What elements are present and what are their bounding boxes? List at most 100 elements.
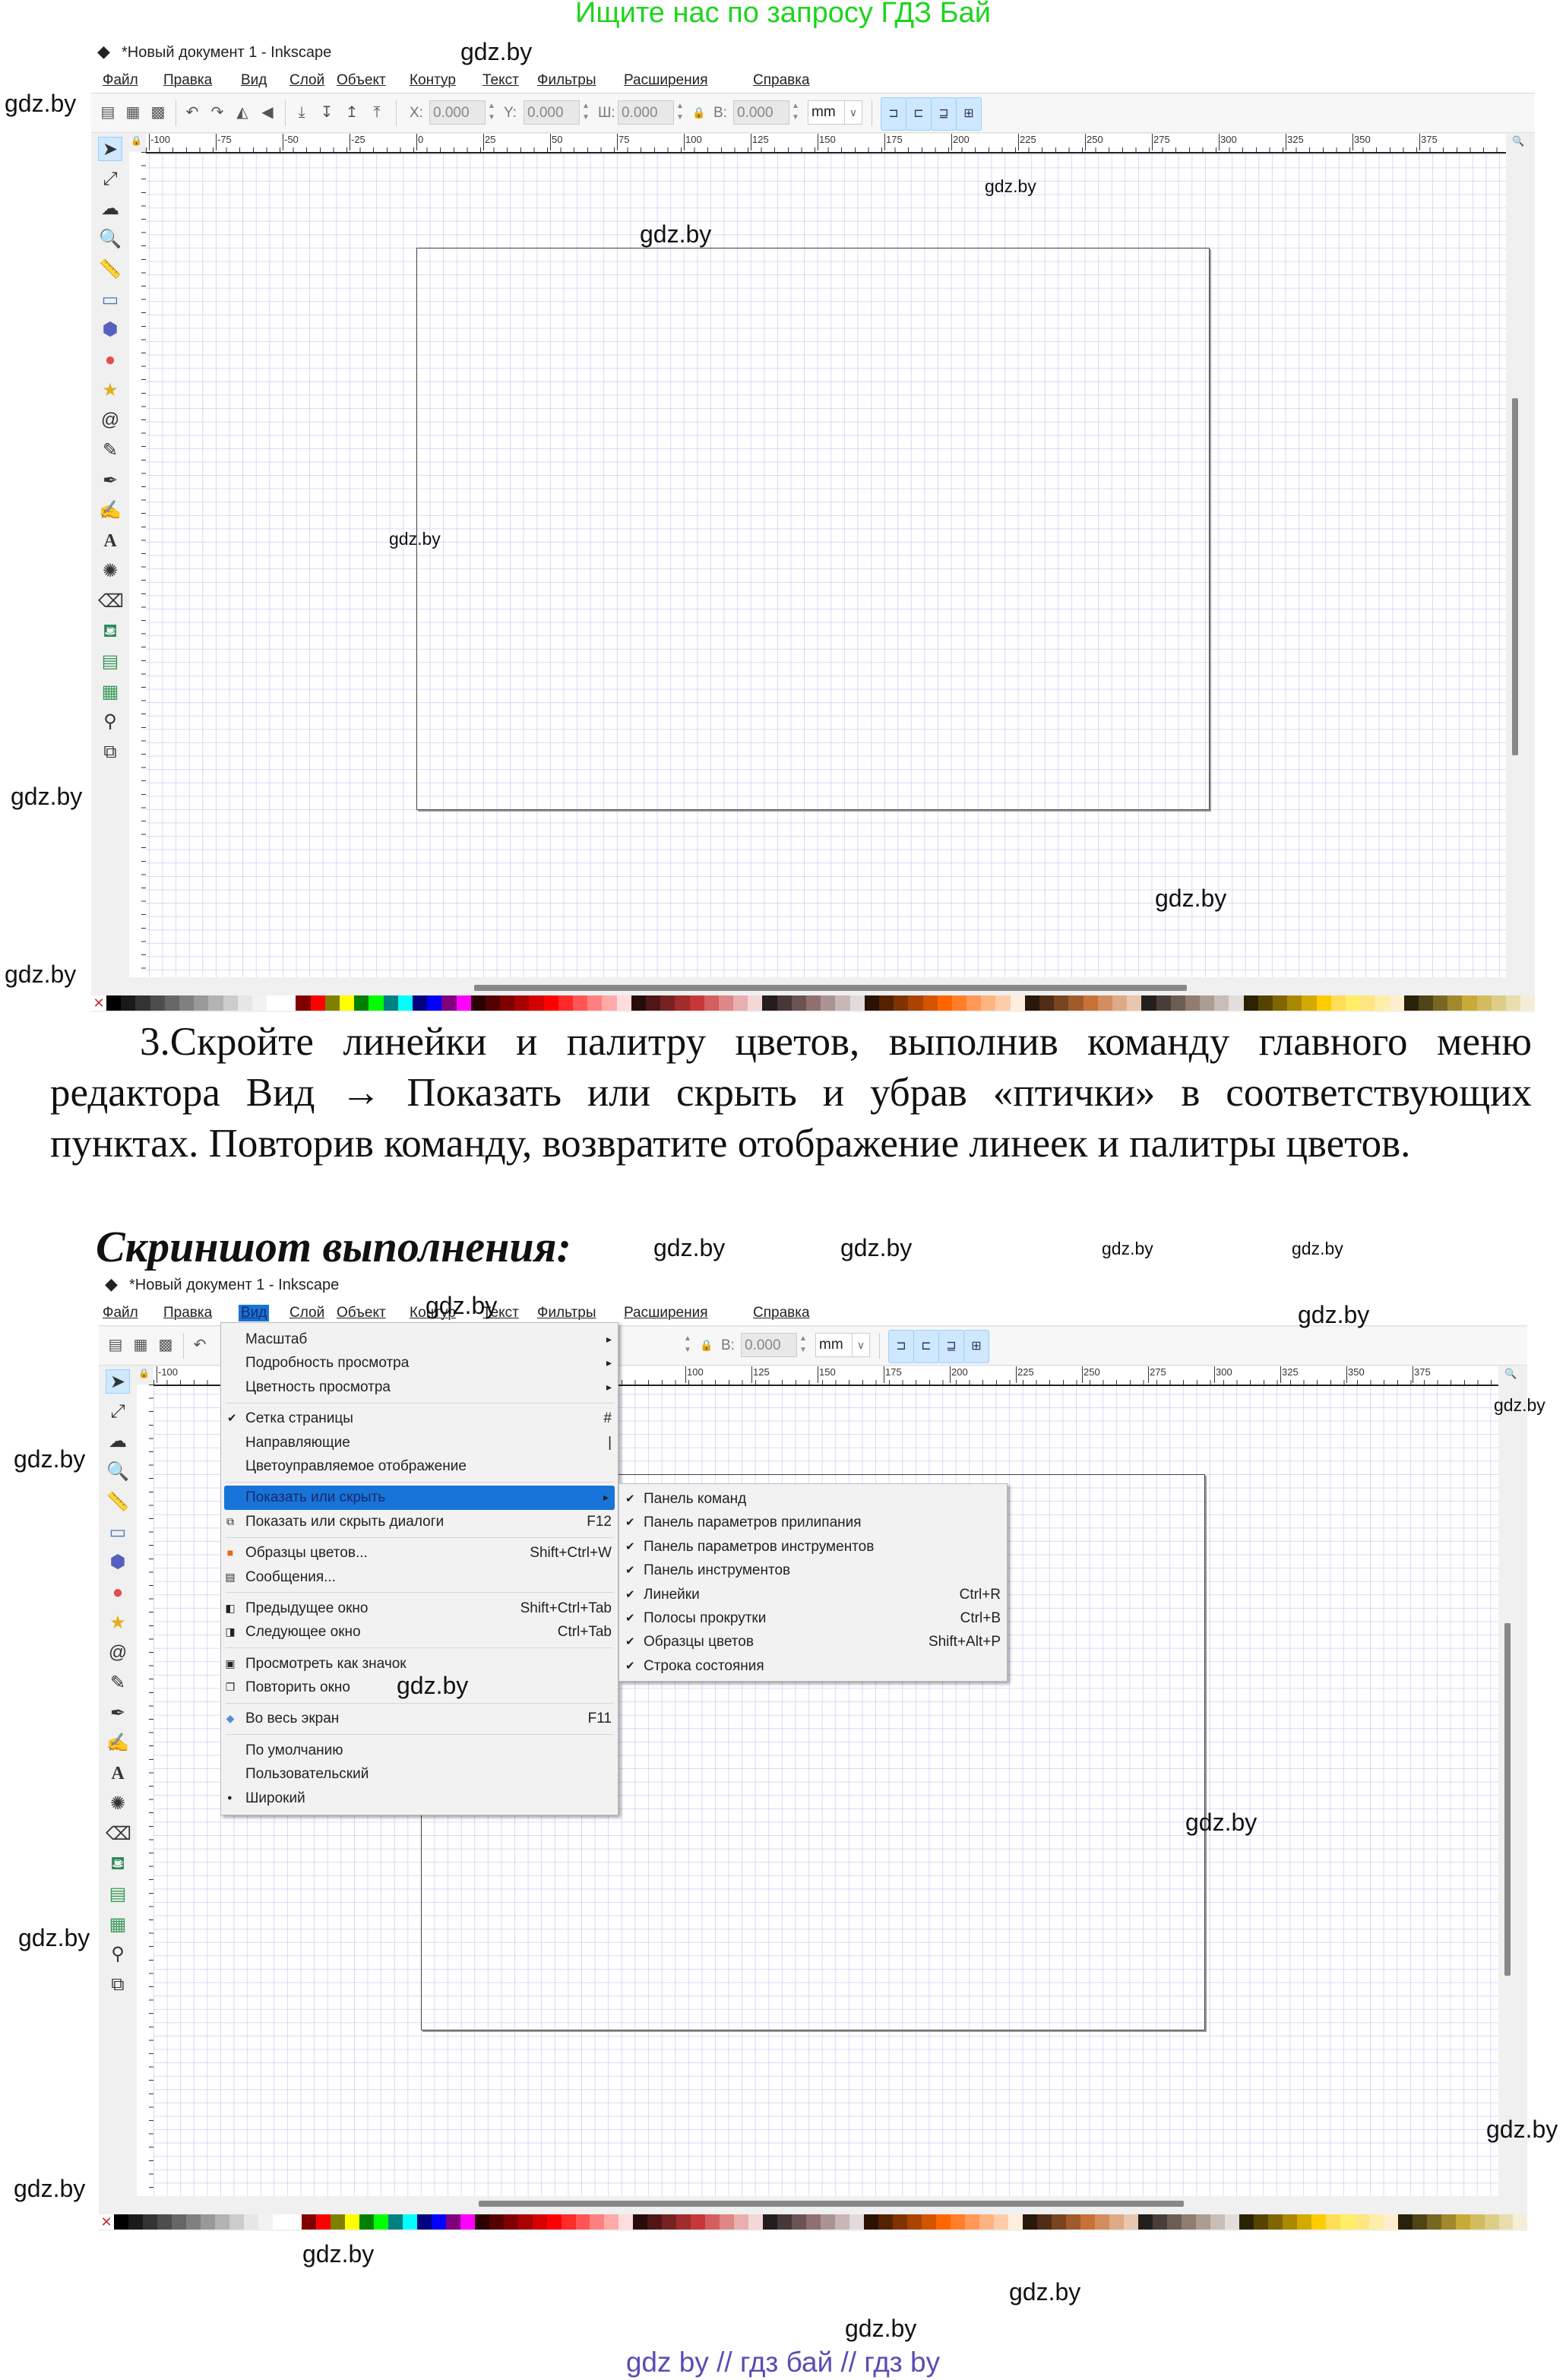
color-swatch[interactable]: [474, 2214, 489, 2230]
w-input[interactable]: 0.000: [618, 100, 674, 125]
color-swatch[interactable]: [821, 2214, 836, 2230]
color-swatch[interactable]: [441, 995, 457, 1011]
color-swatch[interactable]: [445, 2214, 460, 2230]
color-swatch[interactable]: [286, 2214, 302, 2230]
menu-6[interactable]: Контур: [410, 72, 456, 88]
tweak-tool-icon[interactable]: ☁: [109, 1431, 127, 1452]
select-all-layers-icon[interactable]: ▦: [133, 1337, 148, 1353]
select-all-layers-icon[interactable]: ▦: [125, 104, 141, 121]
color-swatch[interactable]: [150, 995, 165, 1011]
color-swatch[interactable]: [1065, 2214, 1080, 2230]
menu-item[interactable]: Подробность просмотра ▸: [221, 1351, 618, 1375]
no-color-swatch[interactable]: ✕: [91, 995, 106, 1011]
color-swatch[interactable]: [587, 995, 603, 1011]
color-swatch[interactable]: [1008, 2214, 1023, 2230]
w-spinner[interactable]: ▲ ▼: [676, 102, 684, 122]
rotate-ccw-icon[interactable]: ↶: [185, 104, 199, 121]
color-swatch[interactable]: [1195, 2214, 1210, 2230]
snap-nodes-icon[interactable]: ⊏: [906, 97, 932, 131]
color-swatch[interactable]: [1023, 2214, 1037, 2230]
color-swatch[interactable]: [979, 2214, 995, 2230]
h-input[interactable]: 0.000: [733, 100, 789, 125]
color-swatch[interactable]: [806, 2214, 821, 2230]
measure-tool-icon[interactable]: 📏: [106, 1491, 129, 1512]
color-swatch[interactable]: [296, 995, 311, 1011]
menu-3[interactable]: Вид: [241, 72, 267, 88]
color-swatch[interactable]: [229, 2214, 244, 2230]
color-swatch[interactable]: [1433, 995, 1448, 1011]
pencil-tool-icon[interactable]: ✎: [102, 440, 119, 460]
color-swatch[interactable]: [1412, 2214, 1427, 2230]
color-swatch[interactable]: [937, 995, 952, 1011]
zoom-tool-icon[interactable]: 🔍: [99, 229, 122, 250]
color-swatch[interactable]: [821, 995, 836, 1011]
color-swatch[interactable]: [1330, 995, 1346, 1011]
color-swatch[interactable]: [427, 995, 442, 1011]
spray-tool-icon[interactable]: ✺: [109, 1793, 126, 1814]
color-swatch[interactable]: [1137, 2214, 1153, 2230]
submenu-item[interactable]: ✔ Панель команд: [619, 1487, 1007, 1511]
ruler-lock-icon[interactable]: 🔒: [131, 135, 142, 146]
color-swatch[interactable]: [397, 995, 413, 1011]
color-swatch[interactable]: [590, 2214, 605, 2230]
color-swatch[interactable]: [1253, 2214, 1268, 2230]
color-swatch[interactable]: [689, 995, 704, 1011]
submenu-item[interactable]: ✔ Образцы цветов Shift+Alt+P: [619, 1630, 1007, 1654]
color-swatch[interactable]: [734, 2214, 749, 2230]
color-swatch[interactable]: [1455, 2214, 1470, 2230]
color-swatch[interactable]: [1520, 995, 1535, 1011]
color-swatch[interactable]: [514, 995, 530, 1011]
color-swatch[interactable]: [675, 995, 690, 1011]
color-swatch[interactable]: [200, 2214, 215, 2230]
eraser-tool-icon[interactable]: ⌫: [106, 1823, 131, 1844]
color-swatch[interactable]: [1325, 2214, 1340, 2230]
menu-2[interactable]: Правка: [163, 72, 213, 88]
color-swatch[interactable]: [777, 995, 792, 1011]
color-swatch[interactable]: [1513, 2214, 1527, 2230]
color-swatch[interactable]: [878, 995, 894, 1011]
color-swatch[interactable]: [995, 995, 1011, 1011]
color-swatch[interactable]: [485, 995, 501, 1011]
left-ruler[interactable]: [137, 1385, 155, 2196]
color-swatch[interactable]: [748, 2214, 764, 2230]
color-swatch[interactable]: [835, 995, 850, 1011]
snap-bbox-icon[interactable]: ⊐: [881, 97, 906, 131]
menu-8[interactable]: Фильтры: [537, 1305, 596, 1321]
color-swatch[interactable]: [1267, 2214, 1283, 2230]
color-swatch[interactable]: [1152, 2214, 1167, 2230]
color-swatch[interactable]: [252, 995, 267, 1011]
ellipse-tool-icon[interactable]: ●: [112, 1581, 124, 1603]
color-swatch[interactable]: [1360, 995, 1375, 1011]
color-swatch[interactable]: [135, 995, 150, 1011]
color-swatch[interactable]: [315, 2214, 331, 2230]
rectangle-tool-icon[interactable]: ▭: [109, 1521, 127, 1543]
color-swatch[interactable]: [1210, 2214, 1225, 2230]
menu-7[interactable]: Текст: [482, 72, 519, 88]
menu-item[interactable]: Цветоуправляемое отображение: [221, 1454, 618, 1478]
lock-proportions-icon[interactable]: 🔒: [692, 106, 706, 119]
color-swatch[interactable]: [1302, 995, 1317, 1011]
color-swatch[interactable]: [416, 2214, 432, 2230]
color-swatch[interactable]: [691, 2214, 706, 2230]
color-swatch[interactable]: [631, 995, 646, 1011]
gradient-tool-icon[interactable]: ▤: [101, 650, 119, 672]
color-swatch[interactable]: [1340, 2214, 1355, 2230]
color-swatch[interactable]: [1447, 995, 1463, 1011]
color-swatch[interactable]: [383, 995, 398, 1011]
color-swatch[interactable]: [369, 995, 384, 1011]
menu-item[interactable]: Масштаб ▸: [221, 1328, 618, 1351]
color-swatch[interactable]: [558, 995, 573, 1011]
eraser-tool-icon[interactable]: ⌫: [98, 590, 124, 612]
color-swatch[interactable]: [1258, 995, 1273, 1011]
menu-10[interactable]: Справка: [753, 1305, 810, 1321]
color-swatch[interactable]: [1476, 995, 1492, 1011]
color-swatch[interactable]: [324, 995, 340, 1011]
color-swatch[interactable]: [258, 2214, 273, 2230]
color-swatch[interactable]: [922, 2214, 937, 2230]
color-swatch[interactable]: [194, 995, 209, 1011]
zoom-tool-icon[interactable]: 🔍: [106, 1461, 129, 1483]
color-swatch[interactable]: [951, 995, 967, 1011]
color-swatch[interactable]: [489, 2214, 504, 2230]
star-tool-icon[interactable]: ★: [109, 1612, 126, 1633]
color-swatch[interactable]: [1039, 995, 1055, 1011]
